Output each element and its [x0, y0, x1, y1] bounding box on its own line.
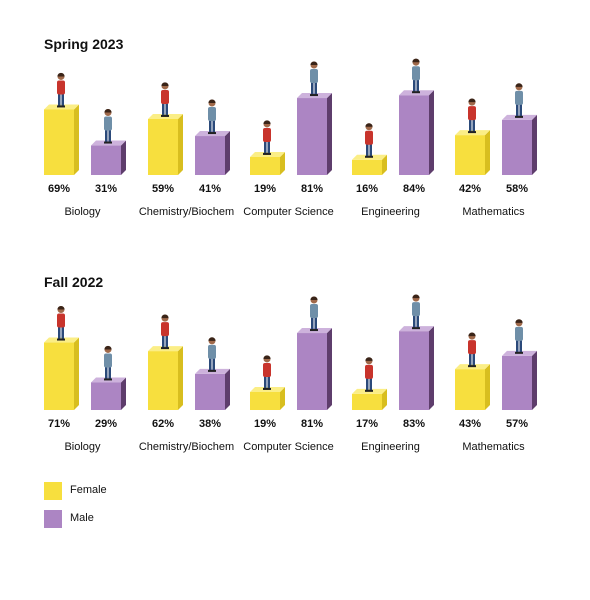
person-female-mathematics-spring-2023 [468, 98, 476, 134]
category-label-computer-science-spring-2023: Computer Science [243, 206, 334, 218]
category-label-mathematics-fall-2022: Mathematics [462, 441, 525, 453]
bar-male-engineering-fall-2022 [399, 326, 434, 410]
person-female-biology-spring-2023 [57, 72, 65, 108]
bar-male-engineering-spring-2023 [399, 90, 434, 175]
value-label-male-mathematics-fall-2022: 57% [506, 418, 528, 430]
panel-title-spring-2023: Spring 2023 [44, 36, 124, 52]
person-male-computer-science-fall-2022 [310, 296, 318, 332]
category-label-biology-fall-2022: Biology [64, 441, 101, 453]
bar-female-computer-science-fall-2022 [250, 386, 285, 410]
bar-male-biology-fall-2022 [91, 377, 126, 410]
value-label-female-mathematics-fall-2022: 43% [459, 418, 481, 430]
value-label-male-computer-science-spring-2023: 81% [301, 183, 323, 195]
bar-male-mathematics-fall-2022 [502, 350, 537, 410]
value-label-female-computer-science-fall-2022: 19% [254, 418, 276, 430]
value-label-female-engineering-fall-2022: 17% [356, 418, 378, 430]
legend-swatch-female [44, 482, 62, 500]
person-male-engineering-fall-2022 [412, 294, 420, 330]
category-label-computer-science-fall-2022: Computer Science [243, 441, 334, 453]
value-label-female-engineering-spring-2023: 16% [356, 183, 378, 195]
value-label-male-engineering-fall-2022: 83% [403, 418, 425, 430]
category-label-chemistry-biochem-spring-2023: Chemistry/Biochem [139, 206, 234, 218]
person-female-chemistry-biochem-spring-2023 [161, 82, 169, 117]
person-female-computer-science-spring-2023 [263, 120, 271, 155]
value-label-female-biology-spring-2023: 69% [48, 183, 70, 195]
person-female-mathematics-fall-2022 [468, 332, 476, 368]
person-male-chemistry-biochem-fall-2022 [208, 337, 216, 372]
category-label-biology-spring-2023: Biology [64, 206, 101, 218]
person-male-biology-spring-2023 [104, 108, 112, 144]
value-label-male-computer-science-fall-2022: 81% [301, 418, 323, 430]
bar-male-computer-science-fall-2022 [297, 328, 332, 410]
bar-female-biology-fall-2022 [44, 337, 79, 410]
category-label-engineering-spring-2023: Engineering [361, 206, 420, 218]
value-label-female-chemistry-biochem-fall-2022: 62% [152, 418, 174, 430]
value-label-male-chemistry-biochem-fall-2022: 38% [199, 418, 221, 430]
person-female-biology-fall-2022 [57, 305, 65, 341]
bar-female-mathematics-fall-2022 [455, 364, 490, 410]
value-label-male-engineering-spring-2023: 84% [403, 183, 425, 195]
bar-male-chemistry-biochem-fall-2022 [195, 368, 230, 410]
person-male-engineering-spring-2023 [412, 58, 420, 94]
person-male-mathematics-fall-2022 [515, 319, 523, 354]
bar-female-chemistry-biochem-fall-2022 [148, 346, 183, 410]
value-label-female-chemistry-biochem-spring-2023: 59% [152, 183, 174, 195]
bar-female-chemistry-biochem-spring-2023 [148, 113, 183, 175]
value-label-male-mathematics-spring-2023: 58% [506, 183, 528, 195]
value-label-female-computer-science-spring-2023: 19% [254, 183, 276, 195]
legend-label-female: Female [70, 484, 107, 496]
person-female-engineering-fall-2022 [365, 357, 373, 392]
person-female-computer-science-fall-2022 [263, 355, 271, 390]
bar-female-biology-spring-2023 [44, 104, 79, 175]
value-label-male-biology-spring-2023: 31% [95, 183, 117, 195]
value-label-female-biology-fall-2022: 71% [48, 418, 70, 430]
value-label-female-mathematics-spring-2023: 42% [459, 183, 481, 195]
person-female-chemistry-biochem-fall-2022 [161, 314, 169, 350]
legend-label-male: Male [70, 512, 94, 524]
category-label-mathematics-spring-2023: Mathematics [462, 206, 525, 218]
bar-female-computer-science-spring-2023 [250, 151, 285, 175]
bar-female-engineering-fall-2022 [352, 388, 387, 410]
bar-male-chemistry-biochem-spring-2023 [195, 131, 230, 175]
bar-female-mathematics-spring-2023 [455, 130, 490, 175]
person-male-mathematics-spring-2023 [515, 83, 523, 118]
bar-male-biology-spring-2023 [91, 140, 126, 175]
person-male-biology-fall-2022 [104, 345, 112, 381]
panel-title-fall-2022: Fall 2022 [44, 274, 104, 290]
person-male-chemistry-biochem-spring-2023 [208, 99, 216, 135]
bar-male-computer-science-spring-2023 [297, 93, 332, 175]
person-male-computer-science-spring-2023 [310, 61, 318, 97]
value-label-male-biology-fall-2022: 29% [95, 418, 117, 430]
bar-female-engineering-spring-2023 [352, 154, 387, 175]
value-label-male-chemistry-biochem-spring-2023: 41% [199, 183, 221, 195]
category-label-engineering-fall-2022: Engineering [361, 441, 420, 453]
legend-swatch-male [44, 510, 62, 528]
category-label-chemistry-biochem-fall-2022: Chemistry/Biochem [139, 441, 234, 453]
bar-male-mathematics-spring-2023 [502, 114, 537, 175]
person-female-engineering-spring-2023 [365, 123, 373, 158]
